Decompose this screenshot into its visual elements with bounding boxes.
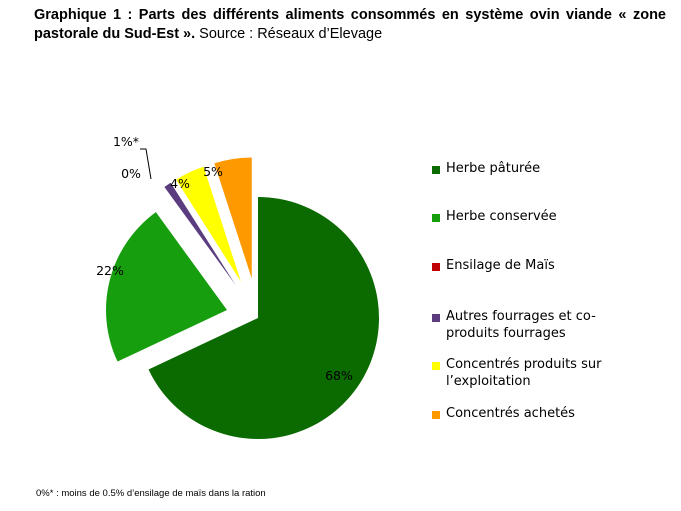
legend-swatch: [432, 314, 440, 322]
legend-label: Ensilage de Maïs: [446, 258, 555, 273]
legend-label: Autres fourrages et co-produits fourrage…: [446, 309, 596, 341]
legend-item-ensilage-de-mais: Ensilage de Maïs: [432, 257, 616, 274]
data-label-concentres-produits-sur-l-exploitation: 4%: [170, 176, 190, 191]
legend-swatch: [432, 411, 440, 419]
legend-item-herbe-paturee: Herbe pâturée: [432, 160, 616, 177]
data-label-herbe-conservee: 22%: [96, 263, 124, 278]
pie-data-labels: 68% 22% 0% 1%* 4% 5%: [96, 134, 353, 383]
legend-label: Concentrés produits sur l’exploitation: [446, 357, 602, 389]
footnote: 0%* : moins de 0.5% d’ensilage de maïs d…: [36, 488, 266, 499]
legend-label: Herbe pâturée: [446, 161, 541, 176]
legend-item-concentres-achetes: Concentrés achetés: [432, 405, 616, 422]
legend-item-herbe-conservee: Herbe conservée: [432, 208, 616, 225]
pie-slice-concentres-achetes: [214, 157, 252, 279]
data-label-concentres-achetes: 5%: [203, 164, 223, 179]
pie-slices: [106, 157, 380, 439]
legend-swatch: [432, 166, 440, 174]
data-label-autres-fourrages-et-co-produits-fourrages: 1%*: [113, 134, 139, 149]
chart-title: Graphique 1 : Parts des différents alime…: [34, 6, 666, 44]
data-label-herbe-paturee: 68%: [325, 368, 353, 383]
legend-swatch: [432, 214, 440, 222]
pie-slice-herbe-paturee: [148, 197, 380, 439]
data-label-ensilage-de-mais: 0%: [121, 166, 141, 181]
chart-title-source: Source : Réseaux d’Elevage: [195, 26, 383, 42]
legend-swatch: [432, 263, 440, 271]
legend-item-autres-fourrages-et-co-produits-fourrages: Autres fourrages et co-produits fourrage…: [432, 308, 616, 342]
legend-item-concentres-produits-sur-l-exploitation: Concentrés produits sur l’exploitation: [432, 356, 616, 390]
legend-label: Concentrés achetés: [446, 406, 575, 421]
legend-swatch: [432, 362, 440, 370]
chart-title-bold: Graphique 1 : Parts des différents alime…: [34, 7, 666, 42]
pie-slice-concentres-produits-sur-l-exploitation: [176, 166, 241, 282]
legend-label: Herbe conservée: [446, 209, 557, 224]
pie-slice-herbe-conservee: [106, 212, 228, 362]
pie-slice-autres-fourrages-et-co-produits-fourrages: [164, 182, 236, 285]
leader-line: [140, 148, 152, 180]
